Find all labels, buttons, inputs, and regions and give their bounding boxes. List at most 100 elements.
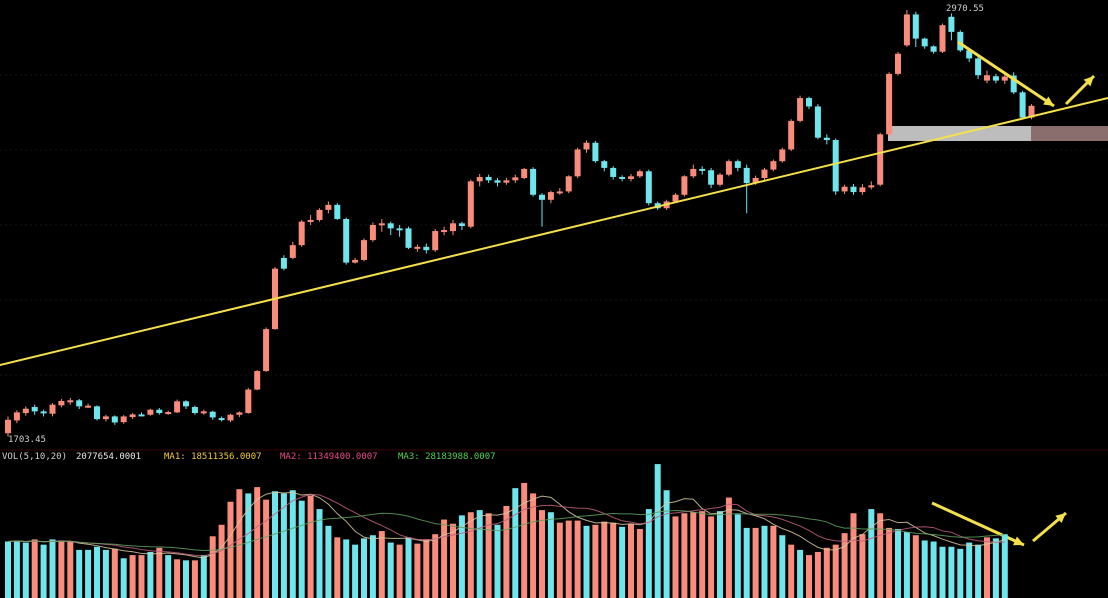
candle-body (165, 412, 172, 415)
candle (40, 409, 47, 417)
candle-body (102, 416, 109, 420)
volume-bars (5, 464, 1008, 598)
candle (245, 387, 252, 414)
candle-body (85, 405, 92, 408)
candle-body (405, 228, 412, 248)
arrow-head (1083, 76, 1094, 87)
volume-bar (699, 511, 706, 598)
volume-bar (476, 510, 483, 598)
volume-bar (1001, 534, 1008, 598)
candle-body (992, 76, 999, 81)
volume-bar (681, 513, 688, 598)
candle (859, 184, 866, 195)
candle (334, 203, 341, 220)
volume-bar (877, 513, 884, 598)
volume-bar (67, 541, 74, 598)
candle-body (690, 168, 697, 177)
candle (254, 370, 261, 391)
trendline-line (0, 97, 1108, 366)
volume-legend-vol: 2077654.0001 (76, 452, 141, 462)
arrow-head (1043, 96, 1054, 106)
candle (690, 164, 697, 178)
candle (298, 219, 305, 247)
candle-body (770, 161, 777, 170)
candle (387, 221, 394, 236)
candle (76, 398, 83, 410)
candle (325, 201, 332, 214)
candle (619, 175, 626, 182)
volume-bar (628, 523, 634, 598)
candle (361, 238, 367, 262)
volume-bar (485, 513, 492, 598)
arrow-shaft (931, 501, 1025, 547)
volume-bar (743, 527, 750, 598)
candle-body (316, 209, 323, 220)
volume-bar (841, 533, 848, 598)
volume-bar (361, 538, 367, 598)
candle (183, 400, 189, 410)
volume-bar (886, 527, 893, 598)
candle-body (58, 400, 65, 406)
candle-body (556, 191, 563, 194)
volume-bar (717, 511, 723, 598)
candle-body (886, 73, 893, 135)
candle (31, 404, 38, 415)
candle-body (343, 218, 350, 263)
candle (886, 72, 893, 137)
candle (467, 179, 474, 229)
candle (547, 190, 554, 204)
candle (432, 229, 439, 252)
volume-bar (672, 516, 679, 598)
candle (717, 172, 723, 187)
candle (450, 219, 456, 236)
volume-bar (13, 540, 20, 598)
candle-body (850, 186, 857, 193)
volume-bar (797, 549, 804, 598)
candle-body (672, 194, 679, 202)
candle-body (76, 400, 83, 407)
candle-body (307, 219, 314, 222)
candle-body (156, 409, 163, 414)
candle-body (138, 414, 145, 417)
candle (94, 405, 100, 421)
candle-body (503, 180, 510, 183)
candle (289, 241, 296, 260)
candle-body (921, 38, 928, 47)
annotation-arrows (931, 40, 1096, 547)
candle-body (5, 419, 11, 434)
volume-bar (227, 501, 234, 598)
candle-body (717, 174, 723, 185)
candle-body (939, 25, 946, 52)
volume-bar (49, 539, 56, 598)
candle (236, 411, 243, 418)
volume-bar (992, 538, 999, 598)
volume-bar (494, 524, 501, 598)
candle (912, 11, 919, 48)
candle-body (743, 167, 750, 184)
candle-body (681, 176, 688, 195)
arrow-head (1013, 536, 1024, 546)
candle (165, 410, 172, 415)
candle (814, 104, 821, 140)
candle (22, 406, 29, 416)
volume-bar (245, 493, 252, 598)
candle-body (147, 409, 154, 415)
volume-bar (405, 537, 412, 598)
candle-body (361, 240, 367, 260)
volume-bar (779, 535, 786, 598)
candle-body (494, 180, 501, 183)
volume-bar (565, 520, 572, 598)
candle (832, 138, 839, 195)
candle-body (325, 204, 332, 210)
volume-bar (512, 488, 519, 598)
candle-body (895, 53, 901, 74)
candle (191, 405, 198, 415)
candle-body (387, 223, 394, 229)
candle (67, 397, 74, 405)
volume-bar (378, 531, 385, 598)
candle (610, 166, 617, 180)
candle-body (806, 98, 812, 107)
volume-bar (450, 523, 456, 598)
volume-bar (129, 555, 136, 598)
volume-moving-averages (7, 491, 1005, 559)
